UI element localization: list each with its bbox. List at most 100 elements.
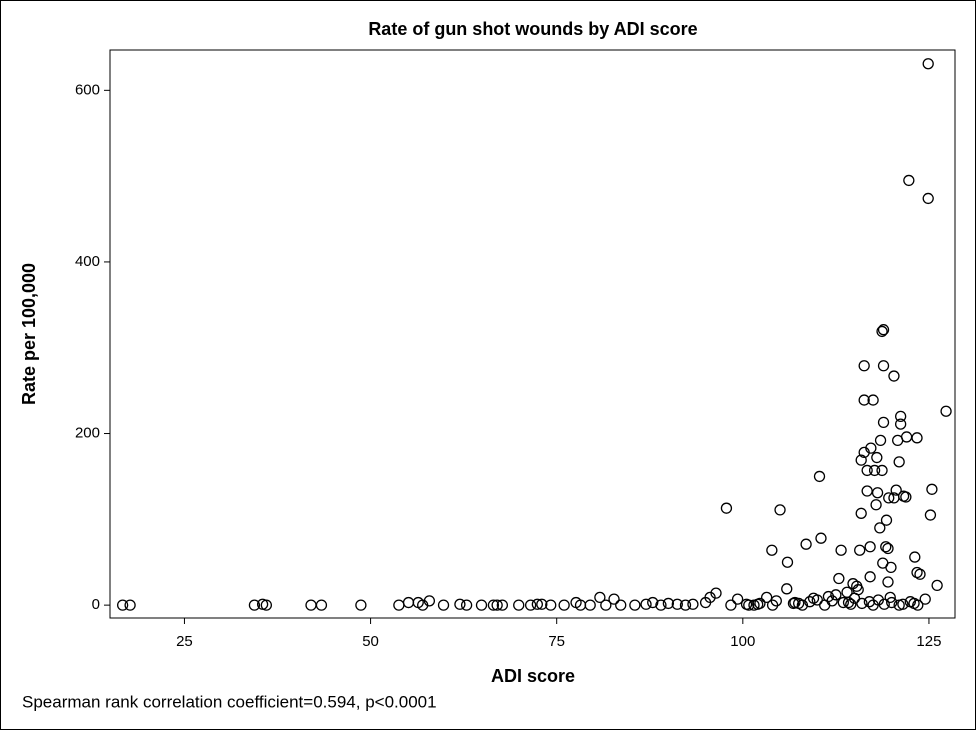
x-tick-label: 75	[548, 633, 565, 650]
footnote: Spearman rank correlation coefficient=0.…	[22, 692, 437, 711]
point	[833, 572, 845, 585]
y-axis-label: Rate per 100,000	[19, 263, 39, 405]
point	[922, 58, 934, 70]
point	[900, 491, 912, 503]
point	[787, 597, 800, 610]
point	[865, 442, 877, 454]
point	[679, 599, 692, 611]
point	[845, 598, 857, 610]
point	[885, 561, 897, 574]
point	[710, 587, 722, 599]
point	[867, 394, 879, 406]
point	[830, 589, 842, 601]
point	[882, 542, 894, 555]
point	[909, 551, 921, 563]
point	[491, 599, 503, 611]
point	[855, 507, 867, 519]
point	[811, 594, 823, 606]
chart-title: Rate of gun shot wounds by ADI score	[368, 19, 697, 39]
point	[248, 599, 261, 611]
point	[647, 596, 659, 609]
point	[640, 598, 652, 610]
point	[871, 451, 883, 464]
point	[545, 599, 557, 611]
point	[594, 591, 606, 604]
point	[855, 454, 867, 466]
point	[496, 599, 508, 611]
point	[882, 576, 894, 588]
point	[893, 456, 905, 468]
plot-area	[109, 49, 956, 619]
point	[781, 556, 794, 568]
point	[536, 598, 548, 610]
point	[864, 541, 876, 553]
point	[355, 599, 367, 611]
point	[655, 599, 667, 611]
point	[774, 504, 786, 516]
point	[914, 568, 926, 580]
point	[908, 597, 920, 610]
point	[781, 583, 793, 595]
point	[752, 598, 764, 610]
point	[877, 324, 890, 336]
point	[531, 598, 543, 610]
point	[524, 599, 537, 611]
y-tick-label: 400	[75, 253, 100, 270]
point	[662, 597, 675, 610]
x-tick-label: 50	[362, 633, 379, 650]
point	[437, 599, 450, 611]
point	[460, 599, 473, 611]
point	[877, 416, 890, 429]
point	[743, 599, 755, 611]
point	[852, 584, 864, 596]
point	[826, 595, 838, 607]
point	[815, 532, 827, 544]
point	[858, 394, 870, 406]
point	[813, 470, 826, 483]
point	[315, 599, 328, 611]
point	[895, 418, 907, 430]
y-tick-label: 0	[92, 596, 100, 613]
point	[868, 464, 881, 477]
point	[870, 499, 882, 511]
point	[835, 544, 847, 556]
point	[766, 544, 778, 556]
point	[731, 593, 744, 605]
point	[793, 597, 805, 610]
point	[608, 593, 620, 605]
point	[513, 599, 525, 611]
point	[897, 598, 909, 610]
point	[558, 599, 570, 611]
point	[804, 596, 816, 608]
point	[760, 591, 773, 604]
y-tick-label: 600	[75, 81, 100, 98]
point	[876, 325, 888, 338]
point	[117, 599, 129, 611]
point	[423, 595, 436, 607]
y-tick-label: 200	[75, 424, 100, 441]
point	[725, 599, 737, 611]
point	[800, 538, 812, 550]
point	[878, 598, 890, 610]
x-axis-label: ADI score	[491, 666, 575, 686]
point	[911, 432, 923, 444]
point	[584, 599, 596, 611]
point	[615, 599, 627, 611]
point	[629, 599, 641, 611]
point	[924, 509, 937, 521]
point	[861, 464, 873, 477]
point	[864, 571, 876, 583]
point	[940, 405, 952, 417]
point	[858, 360, 870, 372]
point	[861, 485, 873, 497]
point	[671, 598, 683, 610]
point	[856, 597, 868, 610]
point	[886, 596, 898, 609]
point	[720, 502, 733, 514]
point	[888, 370, 900, 382]
point	[874, 522, 886, 534]
point	[863, 596, 876, 608]
point	[931, 579, 943, 592]
